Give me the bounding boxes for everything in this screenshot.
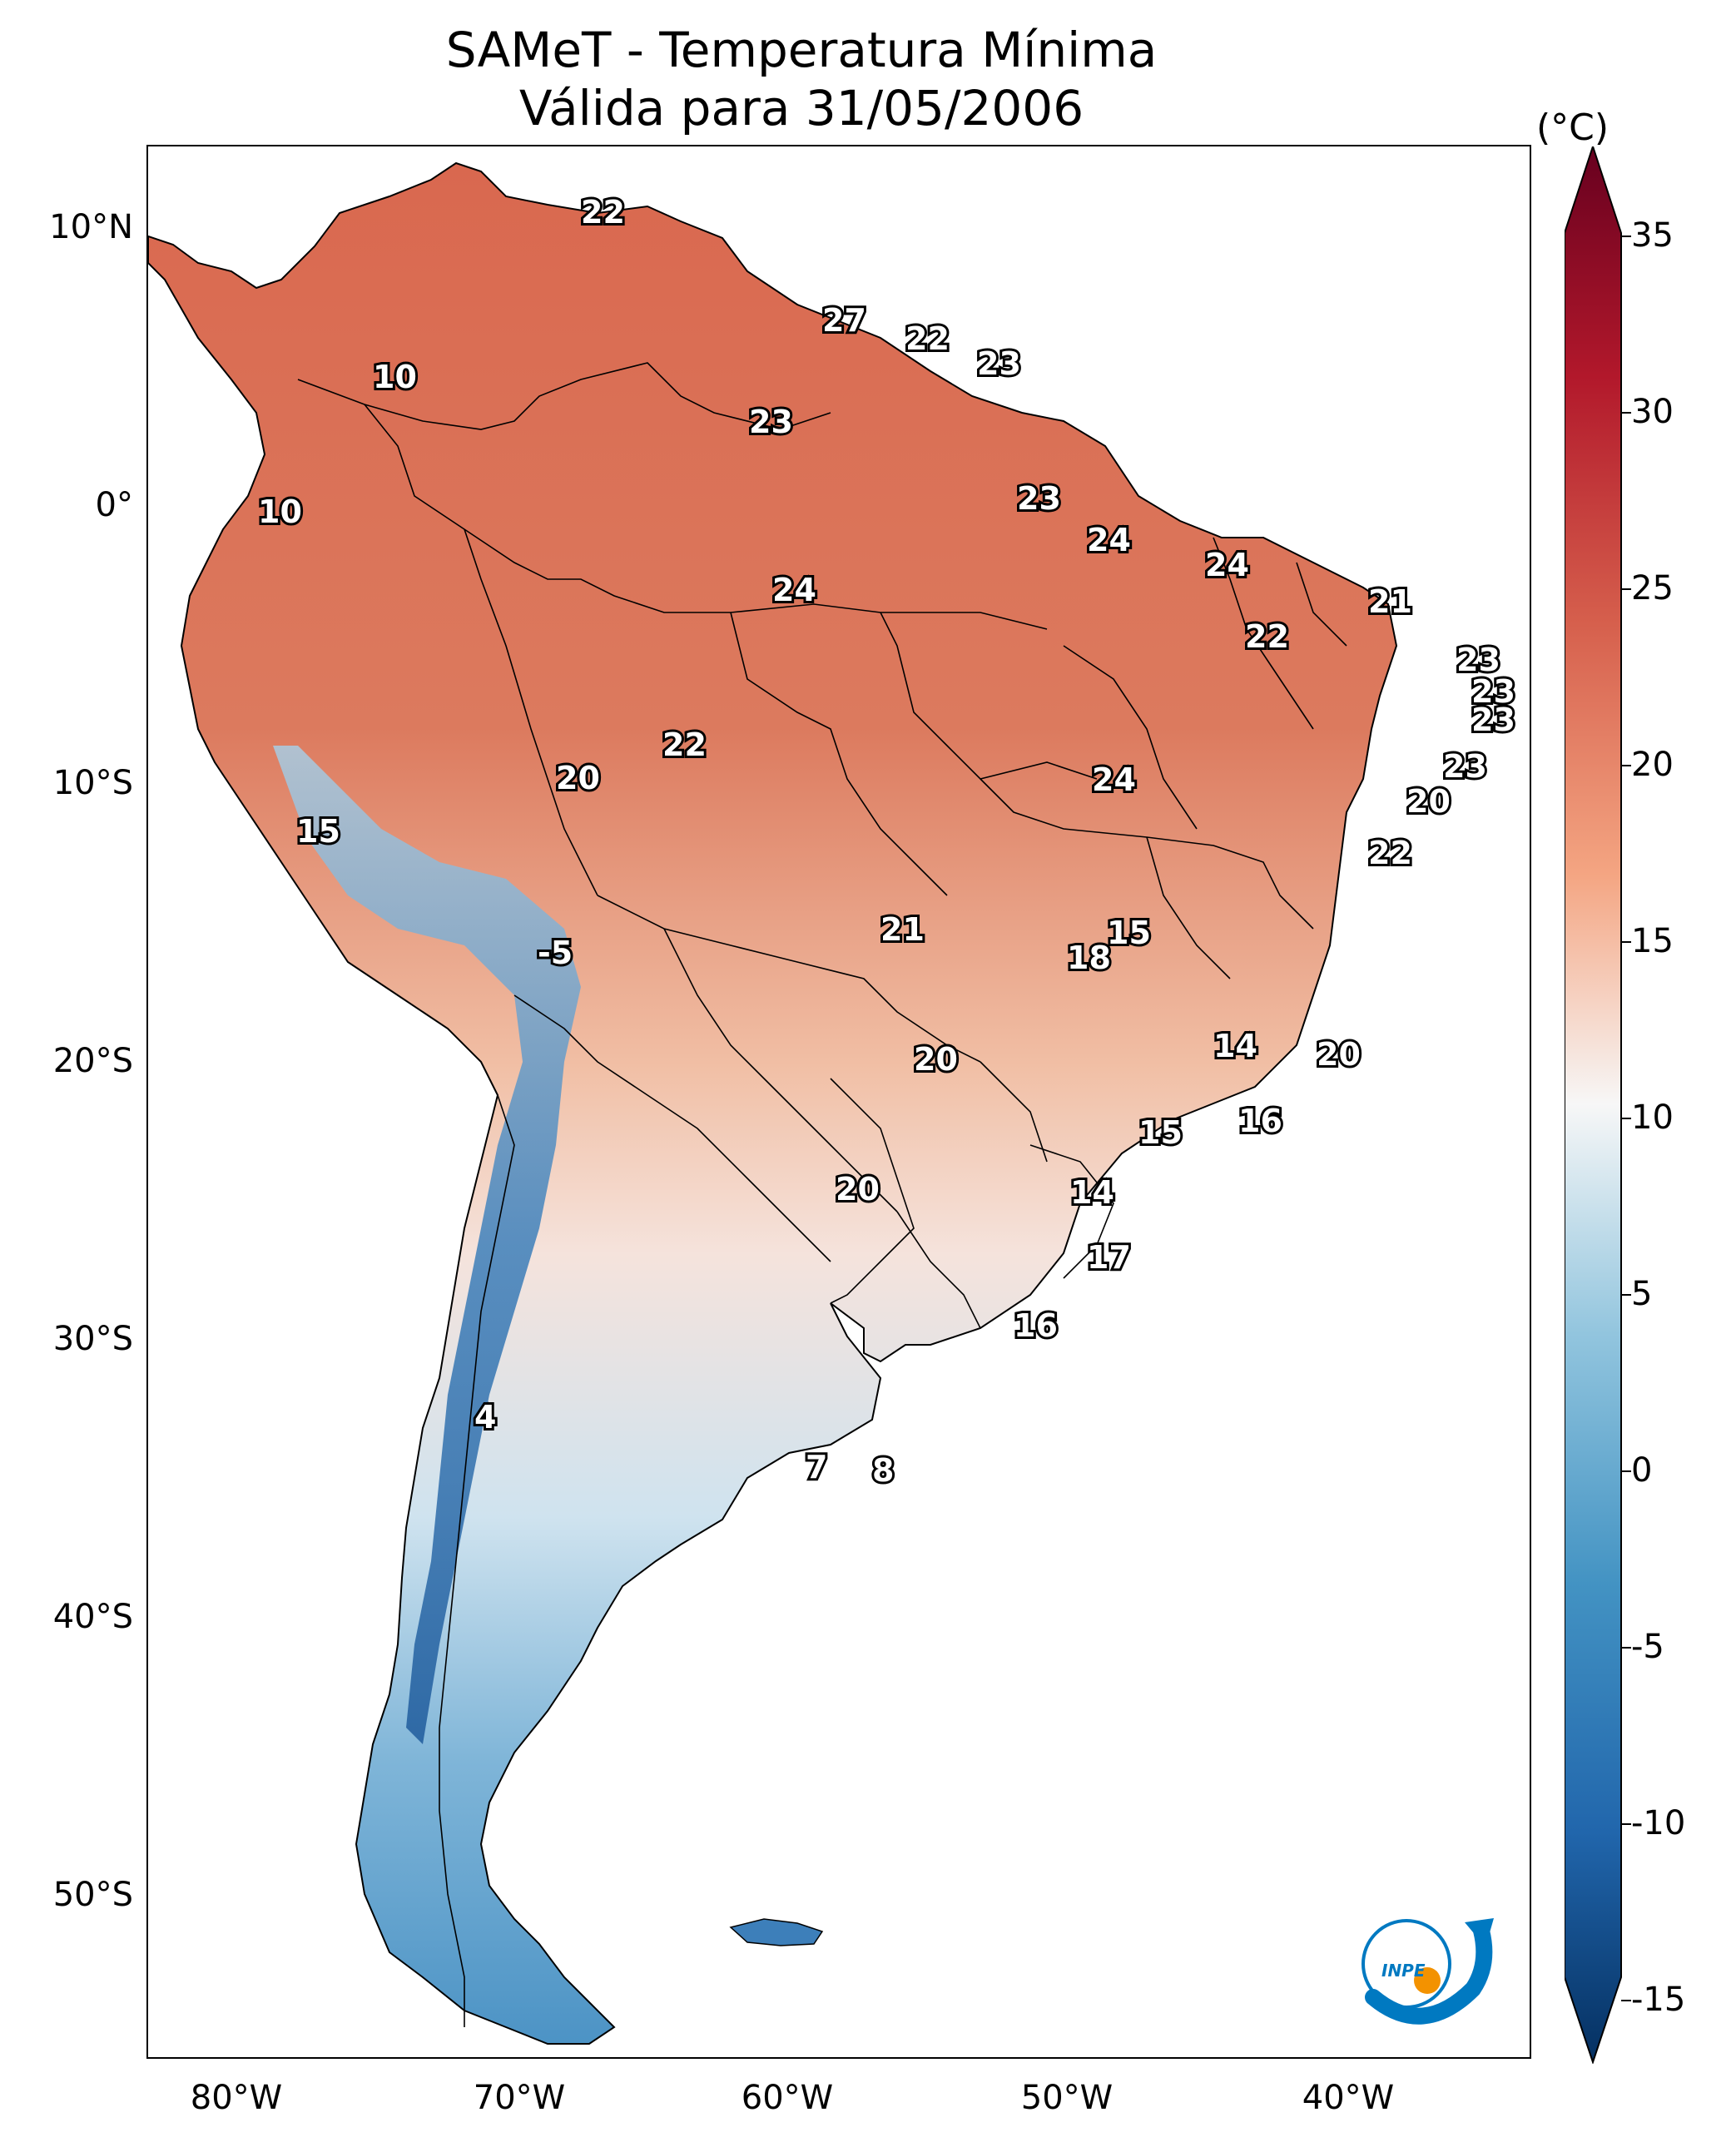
map-label: 17 (1087, 1239, 1131, 1276)
map-label: 18 (1067, 940, 1111, 976)
chart-title-line1: SAMeT - Temperatura Mínima (445, 22, 1158, 78)
map-label: 23 (1471, 673, 1515, 710)
colorbar-label: 30 (1631, 393, 1674, 431)
chart-title-line2: Válida para 31/05/2006 (518, 80, 1084, 136)
map-label: 15 (1138, 1114, 1183, 1151)
map-label: 22 (1368, 835, 1412, 871)
map-value-labels: 22 27 22 23 10 23 10 23 24 24 24 22 21 2… (255, 191, 1518, 1491)
x-tick-label: 60°W (741, 2079, 834, 2117)
country-borders (297, 362, 1347, 2027)
inpe-logo: INPE (1362, 1918, 1494, 2025)
colorbar-label: 5 (1631, 1275, 1653, 1313)
x-tick-label: 70°W (473, 2079, 566, 2117)
map-frame: 22 27 22 23 10 23 10 23 24 24 24 22 21 2… (146, 145, 1531, 2059)
colorbar (1565, 146, 1631, 2064)
map-label: 10 (258, 493, 302, 530)
map-label: 23 (1471, 702, 1515, 738)
temperature-map: 22 27 22 23 10 23 10 23 24 24 24 22 21 2… (148, 161, 1518, 2045)
map-label: 24 (1087, 522, 1131, 558)
map-label: 24 (1205, 547, 1249, 583)
map-label: 21 (880, 911, 925, 948)
colorbar-label: -10 (1631, 1804, 1686, 1842)
colorbar-label: 25 (1631, 569, 1674, 607)
south-america-landmass (148, 161, 1398, 2045)
map-label: 16 (1238, 1103, 1282, 1139)
svg-text:INPE: INPE (1381, 1961, 1426, 1981)
y-tick-label: 30°S (52, 1320, 133, 1358)
colorbar-label: 20 (1631, 746, 1674, 784)
map-label: -5 (538, 935, 573, 971)
map-label: 21 (1368, 583, 1412, 620)
falkland-islands (729, 1918, 824, 1946)
map-label: 15 (1107, 915, 1151, 951)
map-label: 23 (1456, 642, 1500, 678)
map-label: 24 (1092, 761, 1136, 798)
map-label: 20 (836, 1171, 880, 1207)
map-label: 23 (1017, 480, 1061, 517)
y-tick-label: 20°S (52, 1042, 133, 1080)
colorbar-label: 0 (1631, 1451, 1653, 1490)
colorbar-label: 15 (1631, 922, 1674, 960)
map-label: 20 (914, 1041, 958, 1078)
andes-cold-band (273, 746, 581, 1744)
y-tick-label: 40°S (52, 1598, 133, 1636)
map-label: 20 (1317, 1036, 1361, 1073)
y-tick-label: 10°S (52, 764, 133, 802)
map-label: 14 (1070, 1174, 1114, 1211)
map-label: 22 (581, 194, 625, 231)
y-tick-label: 10°N (49, 208, 133, 246)
colorbar-label: 35 (1631, 216, 1674, 255)
map-label: 27 (822, 302, 866, 339)
y-tick-label: 50°S (52, 1876, 133, 1914)
x-tick-label: 80°W (190, 2079, 283, 2117)
map-label: 22 (662, 726, 707, 763)
x-tick-label: 40°W (1302, 2079, 1395, 2117)
map-label: 23 (977, 345, 1021, 382)
x-tick-label: 50°W (1020, 2079, 1114, 2117)
map-label: 22 (1245, 618, 1289, 655)
map-label: 16 (1014, 1307, 1058, 1344)
map-label: 15 (296, 813, 340, 850)
map-label: 22 (905, 320, 950, 357)
y-tick-label: 0° (95, 486, 133, 524)
colorbar-label: -5 (1631, 1628, 1664, 1666)
colorbar-label: -15 (1631, 1981, 1686, 2019)
colorbar-label: 10 (1631, 1098, 1674, 1137)
map-label: 7 (806, 1449, 827, 1485)
map-label: 20 (1406, 783, 1451, 820)
colorbar-unit: (°C) (1536, 107, 1610, 149)
map-label: 4 (474, 1399, 496, 1435)
map-label: 14 (1213, 1028, 1257, 1064)
map-label: 20 (556, 760, 600, 796)
map-label: 24 (772, 572, 816, 608)
map-label: 10 (373, 359, 417, 395)
map-label: 23 (1443, 748, 1487, 785)
map-label: 8 (872, 1452, 894, 1489)
map-label: 23 (749, 404, 793, 440)
